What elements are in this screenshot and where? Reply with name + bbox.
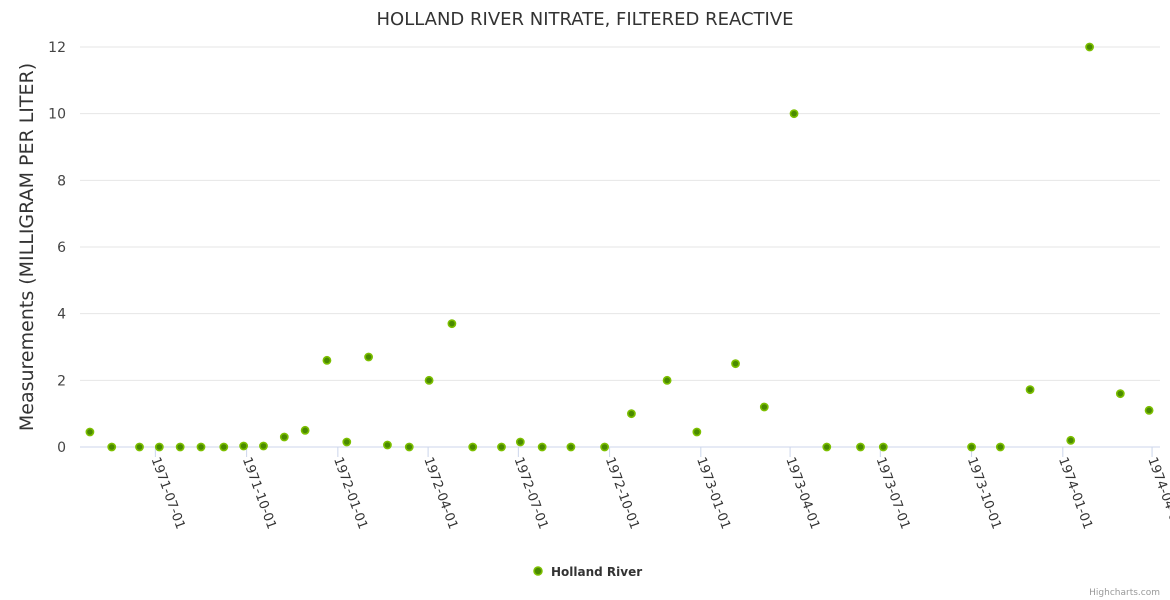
- data-point[interactable]: [1025, 385, 1035, 395]
- y-tick-label: 6: [57, 240, 66, 256]
- data-point[interactable]: [196, 442, 206, 452]
- x-tick-label: 1972-01-01: [330, 455, 370, 531]
- data-point[interactable]: [515, 437, 525, 447]
- x-tick-label: 1972-04-01: [420, 455, 460, 531]
- y-tick-label: 2: [57, 373, 66, 389]
- data-point[interactable]: [107, 442, 117, 452]
- data-point[interactable]: [731, 359, 740, 369]
- data-point[interactable]: [383, 440, 392, 450]
- legend-marker: [533, 566, 543, 576]
- data-point[interactable]: [364, 352, 373, 362]
- data-point[interactable]: [468, 442, 478, 452]
- data-point[interactable]: [822, 442, 832, 452]
- data-point[interactable]: [1144, 405, 1154, 415]
- data-point[interactable]: [1066, 435, 1076, 445]
- data-point[interactable]: [856, 442, 865, 452]
- data-point[interactable]: [497, 442, 506, 452]
- data-point[interactable]: [537, 442, 547, 452]
- y-tick-label: 0: [57, 440, 66, 456]
- legend-item-holland-river[interactable]: Holland River: [533, 565, 642, 579]
- data-point[interactable]: [135, 442, 144, 452]
- x-tick-label: 1973-04-01: [782, 455, 822, 531]
- x-tick-label: 1973-07-01: [873, 455, 913, 531]
- data-point[interactable]: [154, 442, 164, 452]
- data-point[interactable]: [967, 442, 976, 452]
- data-point[interactable]: [995, 442, 1005, 452]
- credit-link[interactable]: Highcharts.com: [1089, 588, 1160, 598]
- y-tick-label: 12: [48, 40, 66, 56]
- x-tick-label: 1973-10-01: [964, 455, 1004, 531]
- data-point[interactable]: [1115, 389, 1125, 399]
- data-point[interactable]: [692, 427, 702, 437]
- legend-label: Holland River: [551, 565, 642, 579]
- data-point[interactable]: [322, 355, 332, 365]
- x-tick-label: 1974-01-01: [1055, 455, 1095, 531]
- series-holland-river: [85, 42, 1154, 452]
- x-tick-label: 1972-10-01: [602, 455, 642, 531]
- y-tick-labels: 0 2 4 6 8 10 12: [48, 40, 66, 456]
- data-point[interactable]: [239, 441, 249, 451]
- data-point[interactable]: [789, 109, 799, 119]
- data-point[interactable]: [279, 432, 289, 442]
- data-point[interactable]: [342, 437, 352, 447]
- x-tick-labels: 1971-07-01 1971-10-01 1972-01-01 1972-04-01…: [148, 447, 1170, 531]
- chart-title: HOLLAND RIVER NITRATE, FILTERED REACTIVE: [376, 9, 793, 30]
- data-point[interactable]: [175, 442, 185, 452]
- data-point[interactable]: [424, 375, 434, 385]
- x-tick-label: 1972-07-01: [511, 455, 551, 531]
- data-point[interactable]: [566, 442, 576, 452]
- data-point[interactable]: [259, 441, 268, 451]
- data-point[interactable]: [600, 442, 610, 452]
- x-tick-label: 1973-01-01: [693, 455, 733, 531]
- y-axis-title: Measurements (MILLIGRAM PER LITER): [16, 63, 38, 431]
- data-point[interactable]: [300, 425, 310, 435]
- data-point[interactable]: [219, 442, 229, 452]
- data-point[interactable]: [85, 427, 95, 437]
- data-point[interactable]: [759, 402, 769, 412]
- x-tick-label: 1971-07-01: [148, 455, 188, 531]
- data-point[interactable]: [404, 442, 414, 452]
- data-point[interactable]: [662, 375, 672, 385]
- data-point[interactable]: [627, 409, 636, 419]
- y-tick-label: 10: [48, 107, 66, 123]
- data-point[interactable]: [1085, 42, 1094, 52]
- y-tick-label: 8: [57, 173, 66, 189]
- data-point[interactable]: [447, 319, 457, 329]
- x-tick-label: 1974-04-01: [1144, 455, 1170, 531]
- y-gridlines: [80, 46, 1160, 381]
- x-tick-label: 1971-10-01: [239, 455, 279, 531]
- y-tick-label: 4: [57, 307, 66, 323]
- data-point[interactable]: [878, 442, 888, 452]
